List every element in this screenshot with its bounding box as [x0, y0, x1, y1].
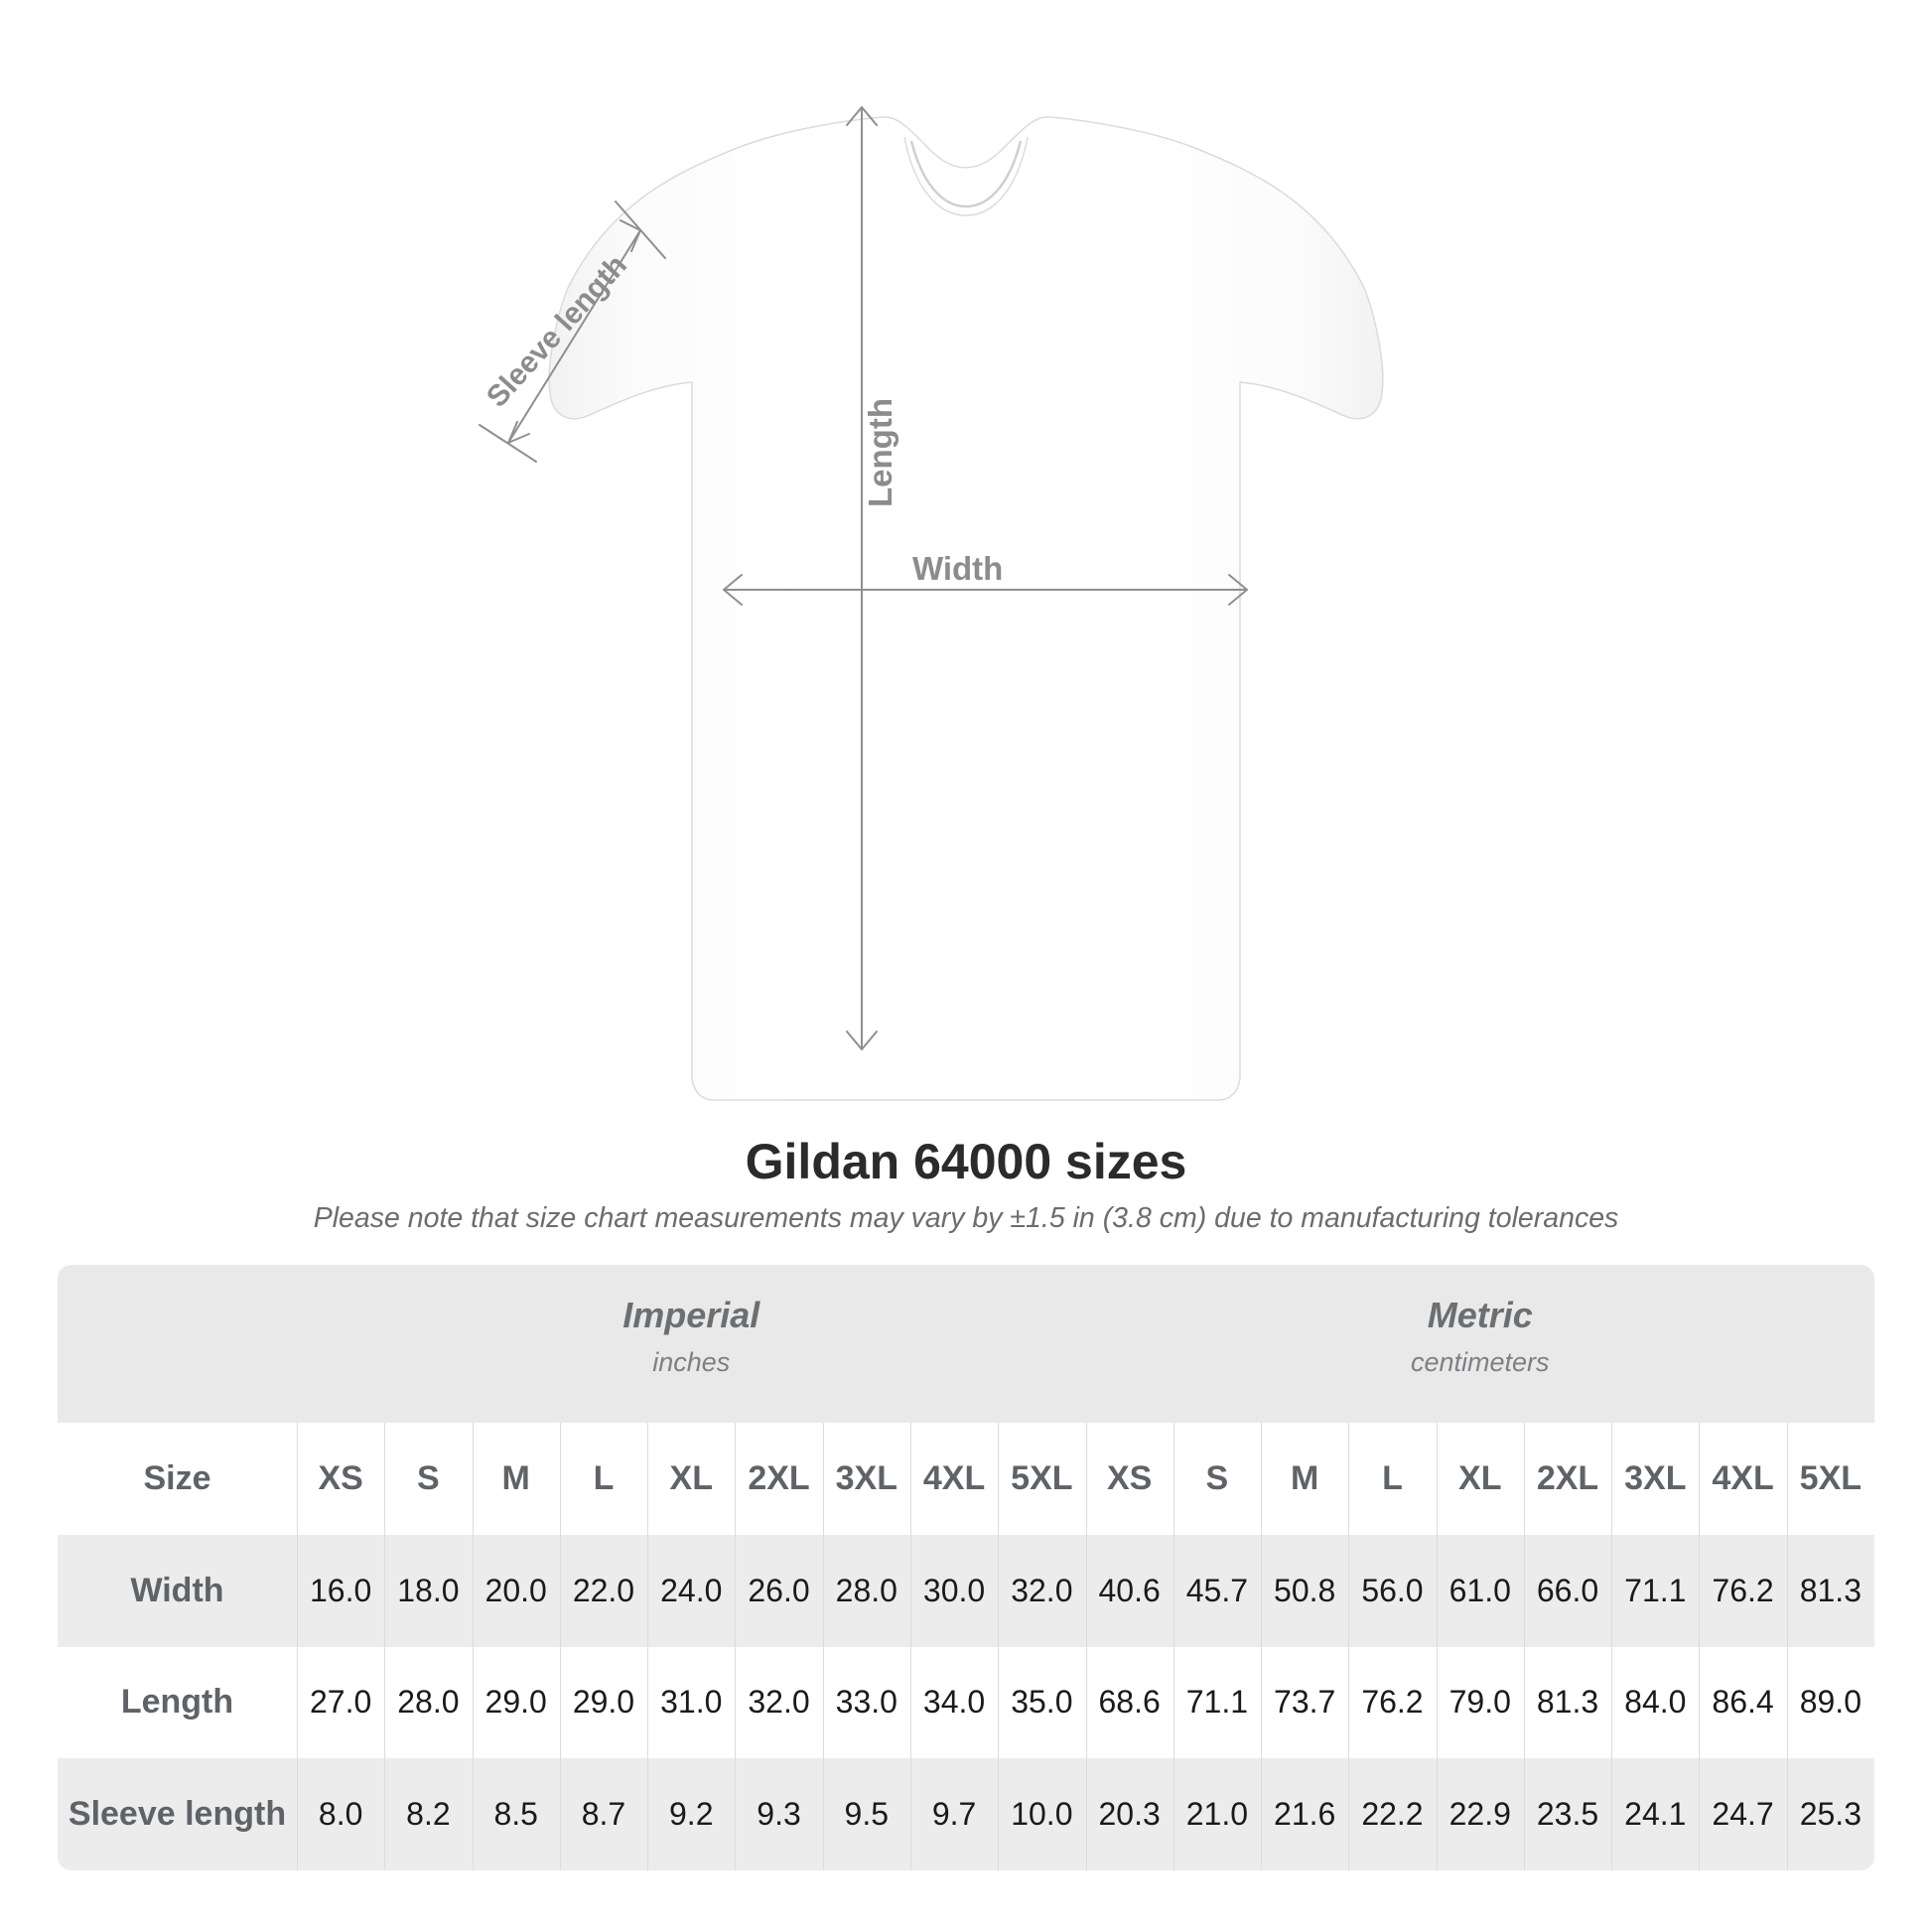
svg-text:Length: Length	[862, 398, 898, 507]
svg-text:Width: Width	[912, 550, 1003, 587]
